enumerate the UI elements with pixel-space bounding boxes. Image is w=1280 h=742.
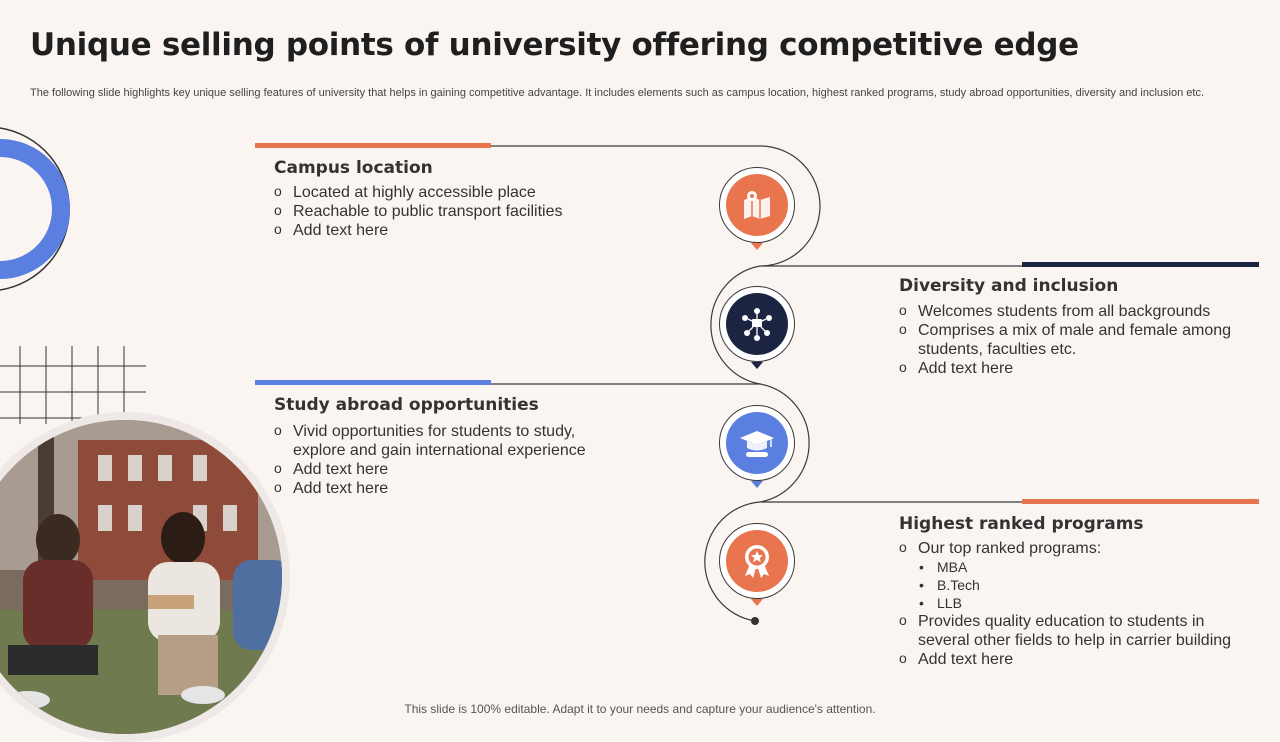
diversity-icon-ring [719,286,795,362]
team-network-icon [742,308,772,341]
campus-accent-bar [255,143,491,148]
campus-icon-ring [719,167,795,243]
timeline-connector [490,145,1022,625]
list-item: Add text here [274,459,604,479]
programs-list: Our top ranked programs: MBA B.Tech LLB … [899,538,1249,669]
diversity-title: Diversity and inclusion [899,276,1119,296]
list-item: Vivid opportunities for students to stud… [274,421,604,460]
programs-sub-list: MBA B.Tech LLB [918,558,1249,612]
sub-list-item: B.Tech [918,576,1249,594]
campus-title: Campus location [274,158,433,178]
abroad-icon-ring [719,405,795,481]
campus-pin [751,243,763,250]
programs-title: Highest ranked programs [899,514,1144,534]
list-item: Located at highly accessible place [274,182,694,202]
list-item: Add text here [899,649,1249,669]
page-title: Unique selling points of university offe… [30,27,1079,63]
list-item: Comprises a mix of male and female among… [899,320,1249,359]
diversity-list: Welcomes students from all backgrounds C… [899,301,1249,378]
map-location-icon [744,191,770,219]
graduation-cap-icon [740,431,774,457]
decorative-grid [0,346,146,424]
list-item: Welcomes students from all backgrounds [899,301,1249,321]
list-item: Provides quality education to students i… [899,611,1249,650]
list-item: Our top ranked programs: MBA B.Tech LLB [899,538,1249,612]
programs-pin [751,599,763,606]
list-item: Add text here [274,478,604,498]
students-photo [0,420,282,734]
list-item: Add text here [274,220,694,240]
sub-list-item: MBA [918,558,1249,576]
abroad-title: Study abroad opportunities [274,395,539,415]
list-item: Reachable to public transport facilities [274,201,694,221]
award-badge-icon [745,545,769,578]
sub-list-item: LLB [918,594,1249,612]
page-subtitle: The following slide highlights key uniqu… [30,87,1204,99]
diversity-accent-bar [1022,262,1259,267]
abroad-accent-bar [255,380,491,385]
list-item: Add text here [899,358,1249,378]
programs-intro: Our top ranked programs: [918,540,1102,557]
decorative-ring [0,127,70,291]
abroad-list: Vivid opportunities for students to stud… [274,421,604,498]
programs-icon-ring [719,523,795,599]
diversity-pin [751,362,763,369]
students-photo-frame [0,412,290,742]
footer-note: This slide is 100% editable. Adapt it to… [404,702,876,716]
programs-accent-bar [1022,499,1259,504]
campus-list: Located at highly accessible place Reach… [274,182,694,240]
abroad-pin [751,481,763,488]
